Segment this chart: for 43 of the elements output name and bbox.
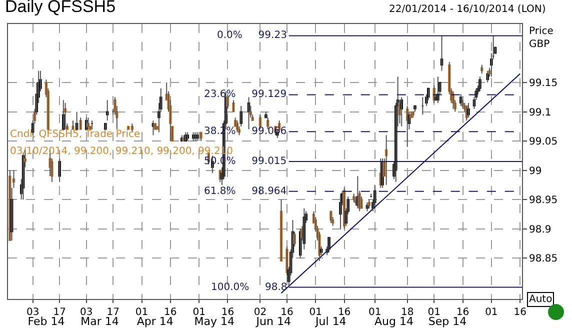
- x-tick-label: 16: [280, 307, 294, 318]
- x2-tick-label: Jun 14: [255, 315, 291, 328]
- x-tick-label: 01: [192, 307, 206, 318]
- ref-line-label: 100.0% 98.8: [211, 282, 288, 293]
- y-tick-label: 99: [529, 166, 542, 177]
- ref-line-label: 61.8% 98.964: [204, 186, 287, 197]
- x-tick-label: 02: [254, 307, 267, 318]
- x2-tick-label: Apr 14: [136, 315, 174, 328]
- x-tick-label: 16: [456, 307, 470, 318]
- x-tick-label: 01: [428, 307, 440, 318]
- x-tick-label: 17: [53, 307, 66, 318]
- chart-subtitle: 22/01/2014 - 16/10/2014 (LON): [389, 4, 546, 15]
- x-tick-label: 03: [26, 307, 40, 318]
- x-tick-label: 16: [338, 307, 351, 318]
- y-tick-label: 99.15: [529, 78, 558, 90]
- candlestick: [127, 126, 130, 130]
- y-tick-label: 99.05: [529, 136, 558, 148]
- text: Auto: [529, 294, 552, 305]
- x-tick-label: 18: [400, 307, 414, 318]
- x2-tick-label: Feb 14: [28, 315, 65, 328]
- y-tick-label: 98.85: [529, 254, 558, 265]
- x-tick-label: 01: [135, 307, 148, 318]
- x2-tick-label: Aug 14: [374, 315, 414, 328]
- candlestick: [104, 122, 107, 130]
- x-tick-label: 03: [80, 307, 93, 318]
- x-tick-label: 17: [106, 307, 120, 318]
- x2-tick-label: Sep 14: [428, 315, 467, 328]
- x-tick-label: 01: [368, 307, 382, 318]
- x-tick-label: 16: [164, 307, 177, 318]
- x2-tick-label: Mar 14: [80, 315, 119, 328]
- x-tick-label: 16: [221, 307, 234, 318]
- y-tick-label: 99.1: [529, 107, 552, 118]
- x-tick-label: 01: [309, 307, 322, 318]
- x-tick-label: 16: [514, 307, 526, 318]
- annotation: Cndl, QFSSH5, Trade Price: [10, 129, 140, 140]
- y-tick-label: 98.95: [529, 195, 558, 206]
- x2-tick-label: May 14: [194, 315, 234, 328]
- y-axis-title: Price GBP: [529, 26, 554, 50]
- x2-tick-label: Jul 14: [314, 315, 346, 328]
- y-tick-label: 98.9: [529, 224, 552, 236]
- x-tick-label: 01: [485, 307, 498, 318]
- ref-line-label: 0.0% 99.23: [217, 30, 287, 41]
- chart-title: Daily QFSSH5: [5, 0, 116, 16]
